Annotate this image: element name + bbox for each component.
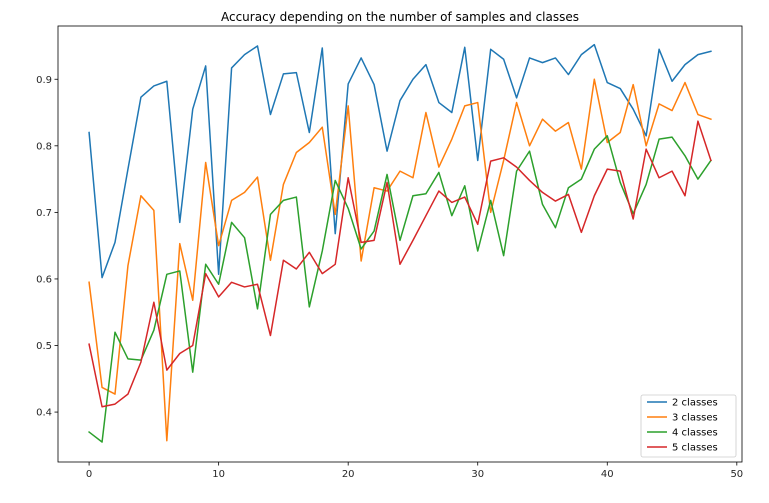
y-tick-label: 0.4 [36, 408, 52, 419]
x-tick-label: 0 [86, 469, 92, 480]
legend-label: 2 classes [672, 398, 718, 409]
x-tick-label: 30 [471, 469, 484, 480]
plot-area [58, 26, 742, 462]
y-tick-label: 0.5 [36, 341, 52, 352]
y-tick-label: 0.6 [36, 274, 52, 285]
legend: 2 classes 3 classes 4 classes 5 classes [641, 395, 736, 457]
legend-label: 3 classes [672, 413, 718, 424]
legend-label: 4 classes [672, 428, 718, 439]
x-tick-label: 10 [212, 469, 225, 480]
y-tick-label: 0.7 [36, 208, 52, 219]
y-tick-label: 0.8 [36, 141, 52, 152]
x-tick-label: 40 [601, 469, 614, 480]
x-tick-label: 20 [342, 469, 355, 480]
chart-title: Accuracy depending on the number of samp… [221, 10, 579, 24]
legend-label: 5 classes [672, 443, 718, 454]
y-tick-label: 0.9 [36, 75, 52, 86]
x-tick-label: 50 [730, 469, 743, 480]
